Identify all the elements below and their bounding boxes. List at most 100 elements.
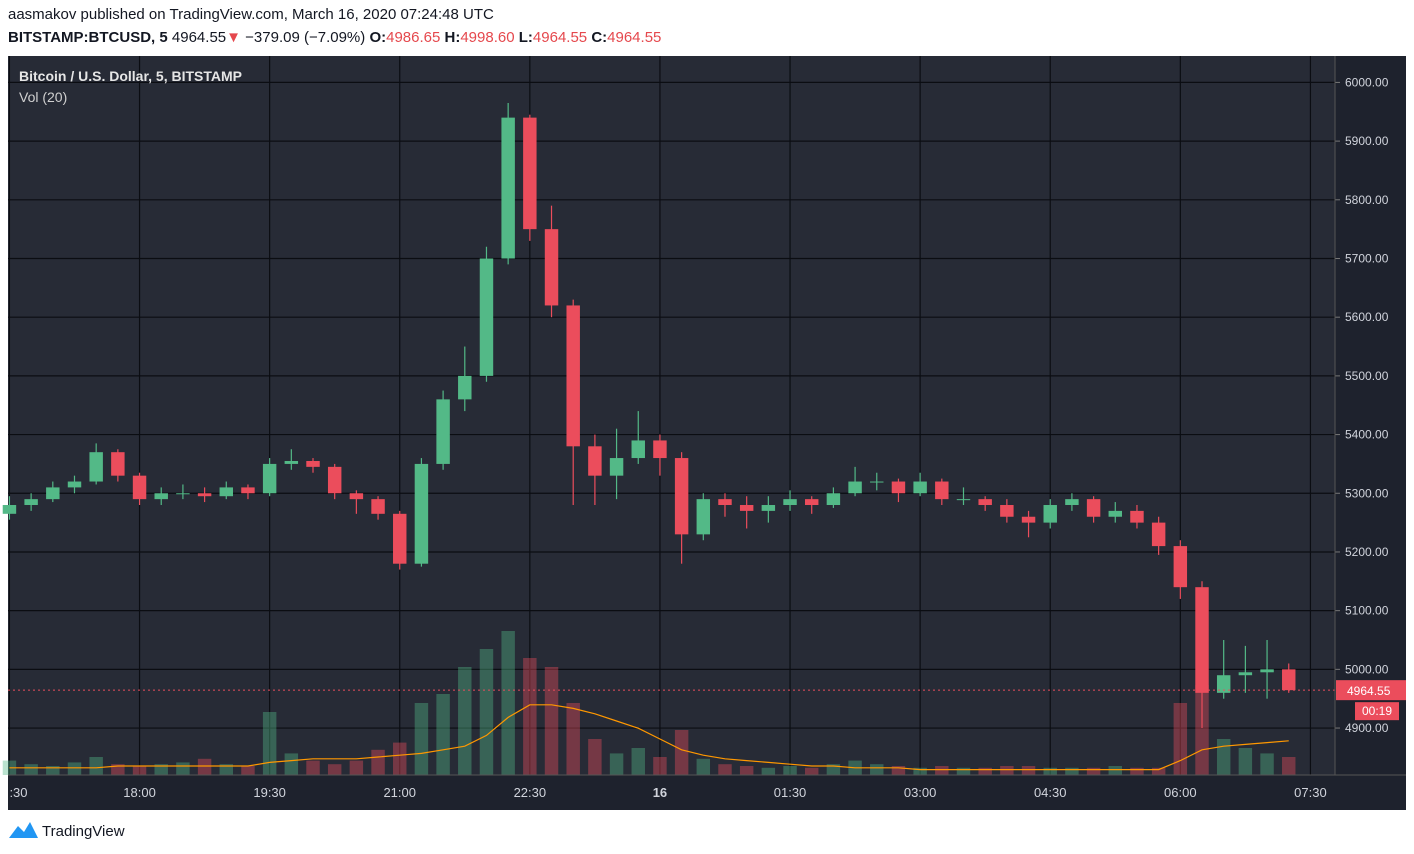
candle-body — [219, 487, 233, 497]
volume-bar — [739, 766, 754, 775]
published: aasmakov published on TradingView.com, M… — [8, 6, 494, 23]
candle-body — [1108, 510, 1123, 517]
x-tick-label: :30 — [9, 785, 27, 800]
x-tick-label: 04:30 — [1034, 785, 1067, 800]
volume-bar — [1195, 685, 1209, 775]
candle-body — [479, 258, 494, 376]
volume-bar — [306, 760, 320, 775]
candle-body — [1151, 522, 1166, 547]
volume-bar — [891, 766, 906, 775]
open: 4986.65 — [386, 29, 441, 46]
candle-body — [761, 505, 776, 511]
volume-bar — [67, 762, 82, 775]
o-label: O: — [369, 29, 387, 46]
volume-bar — [262, 712, 277, 775]
volume-bar — [349, 760, 364, 775]
volume-bar — [436, 694, 450, 775]
candle-body — [67, 481, 82, 488]
y-tick-label: 5600.00 — [1345, 310, 1389, 324]
candle-body — [588, 446, 602, 476]
volume-bar — [1173, 703, 1188, 775]
candle-body — [132, 475, 147, 500]
candle-body — [241, 487, 255, 494]
volume-bar — [327, 764, 342, 775]
volume-bar — [1260, 753, 1274, 775]
volume-bar — [111, 764, 125, 775]
candle-body — [1130, 510, 1144, 523]
y-tick-label: 5300.00 — [1345, 486, 1389, 500]
y-tick-label: 5800.00 — [1345, 193, 1389, 207]
candle-body — [544, 229, 559, 306]
volume-bar — [913, 767, 927, 775]
volume-bar — [1130, 767, 1144, 775]
candle-body — [566, 305, 580, 447]
candle-body — [631, 440, 645, 459]
volume-title: Vol (20) — [19, 89, 67, 105]
plot-bg — [8, 56, 1335, 775]
candle-body — [935, 481, 949, 500]
volume-bar — [1000, 766, 1014, 775]
volume-bar — [935, 766, 949, 775]
candle-body — [1238, 672, 1253, 676]
y-tick-label: 5400.00 — [1345, 428, 1389, 442]
volume-bar — [24, 764, 38, 775]
c-label: C: — [591, 29, 608, 46]
quote-line: BITSTAMP:BTCUSD, 5 4964.55 ▼ −379.09 (−7.… — [8, 29, 661, 46]
published-line: aasmakov published on TradingView.com, M… — [8, 6, 494, 23]
volume-bar — [566, 703, 580, 775]
x-tick-label: 18:00 — [123, 785, 156, 800]
volume-bar — [89, 757, 103, 775]
countdown-box — [1355, 702, 1399, 721]
change: −379.09 (−7.09%) — [245, 29, 366, 46]
y-tick-label: 5500.00 — [1345, 369, 1389, 383]
candle-body — [501, 117, 515, 259]
volume-bar — [978, 767, 992, 775]
volume-bar — [501, 631, 515, 775]
symbol: BITSTAMP:BTCUSD, 5 — [8, 29, 168, 46]
x-tick-label: 01:30 — [774, 785, 807, 800]
volume-bar — [609, 753, 624, 775]
candle-body — [1086, 499, 1101, 517]
volume-bar — [804, 767, 819, 775]
logo: TradingView — [9, 822, 125, 840]
x-tick-label: 03:00 — [904, 785, 937, 800]
volume-bar — [46, 766, 60, 775]
candle-body — [1065, 499, 1079, 506]
volume-bar — [783, 766, 797, 775]
volume-bar — [1021, 766, 1036, 775]
candle-body — [848, 481, 862, 494]
candle-body — [523, 117, 537, 230]
candle-body — [111, 452, 125, 476]
low: 4964.55 — [532, 29, 588, 46]
candle-body — [696, 499, 711, 535]
candle-body — [371, 499, 385, 514]
candle-body — [783, 499, 797, 506]
candle-body — [1260, 669, 1274, 673]
candle-body — [436, 399, 450, 464]
volume-bar — [870, 764, 884, 775]
candle-body — [306, 460, 320, 467]
x-tick-label: 06:00 — [1164, 785, 1197, 800]
volume-bar — [631, 748, 645, 775]
candle-body — [46, 487, 60, 500]
volume-bar — [1065, 767, 1079, 775]
volume-bar — [1238, 748, 1253, 775]
brand: TradingView — [42, 823, 125, 840]
candle-body — [176, 493, 190, 495]
candle-body — [1195, 587, 1209, 693]
candle-body — [2, 505, 17, 514]
volume-bar — [371, 749, 385, 775]
candle-body — [826, 493, 841, 506]
candle-body — [284, 460, 299, 464]
volume-bar — [458, 667, 472, 775]
arrow: ▼ — [226, 29, 241, 46]
volume-bar — [588, 739, 602, 775]
candle-body — [739, 505, 754, 511]
countdown: 00:19 — [1362, 704, 1392, 718]
x-tick-label: 22:30 — [514, 785, 547, 800]
y-tick-label: 4900.00 — [1345, 721, 1389, 735]
candle-body — [262, 463, 277, 494]
candle-body — [154, 493, 168, 500]
